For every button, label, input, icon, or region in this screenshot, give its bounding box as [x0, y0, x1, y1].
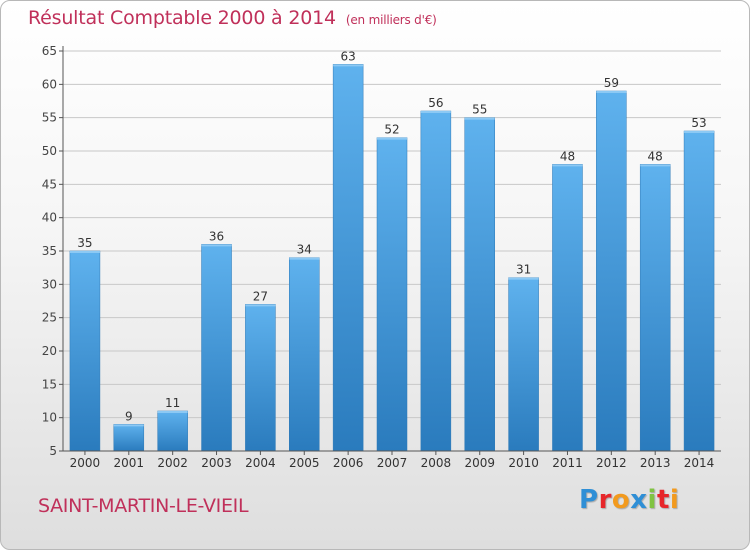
bar-highlight — [684, 131, 715, 133]
logo-letter: t — [656, 485, 670, 515]
bar — [201, 244, 232, 452]
y-tick-label: 10 — [42, 411, 57, 425]
bars — [69, 64, 715, 452]
x-tick-label: 2004 — [245, 456, 276, 470]
logo-letter: o — [611, 485, 631, 515]
bar — [596, 90, 627, 452]
bar-highlight — [464, 117, 495, 120]
chart-title-text: Résultat Comptable 2000 à 2014 — [28, 7, 336, 29]
bar-highlight — [201, 244, 232, 247]
y-tick-label: 35 — [42, 244, 57, 258]
bar — [69, 250, 101, 452]
x-tick-label: 2000 — [70, 456, 101, 470]
x-tick-label: 2009 — [464, 456, 495, 470]
bar — [464, 117, 495, 452]
proxiti-logo: Proxiti — [579, 485, 679, 515]
bar — [508, 277, 539, 452]
bar — [157, 410, 188, 452]
data-label: 53 — [691, 116, 706, 130]
y-tick-label: 20 — [42, 344, 57, 358]
y-tick-label: 40 — [42, 211, 57, 225]
data-label: 31 — [516, 263, 531, 277]
data-label: 34 — [297, 243, 312, 257]
bar-highlight — [508, 277, 539, 280]
bar — [683, 130, 715, 452]
logo-letter: P — [579, 485, 599, 515]
bar-highlight — [640, 164, 671, 167]
town-name: SAINT-MARTIN-LE-VIEIL — [38, 495, 249, 517]
y-tick-label: 45 — [42, 177, 57, 191]
bar — [420, 110, 452, 452]
x-tick-label: 2013 — [640, 456, 671, 470]
data-label: 55 — [472, 103, 487, 117]
bar-highlight — [552, 164, 583, 167]
bar-highlight — [113, 424, 144, 427]
x-tick-label: 2001 — [114, 456, 145, 470]
y-tick-label: 25 — [42, 311, 57, 325]
data-label: 27 — [253, 289, 268, 303]
data-labels: 35 9 11 36 27 34 63 52 56 55 31 48 59 48 53 — [77, 49, 706, 423]
y-tick-label: 30 — [42, 277, 57, 291]
data-label: 36 — [209, 229, 224, 243]
x-tick-label: 2003 — [201, 456, 232, 470]
bar-highlight — [420, 111, 451, 113]
data-label: 52 — [384, 123, 399, 137]
bar-highlight — [245, 304, 276, 307]
logo-letter: i — [669, 485, 680, 515]
data-label: 59 — [604, 76, 619, 90]
bar — [245, 304, 276, 452]
axes: 5 10 15 20 25 30 35 40 45 50 55 60 65 2000 2001 2002 200… — [42, 44, 721, 470]
logo-letter: x — [630, 485, 648, 515]
x-tick-label: 2010 — [508, 456, 539, 470]
x-tick-label: 2011 — [552, 456, 583, 470]
x-tick-label: 2005 — [289, 456, 320, 470]
logo-letter: r — [598, 485, 612, 515]
data-label: 48 — [560, 149, 575, 163]
data-label: 63 — [340, 49, 355, 63]
bar — [552, 164, 583, 452]
x-tick-label: 2012 — [596, 456, 627, 470]
x-tick-label: 2008 — [421, 456, 452, 470]
x-tick-label: 2002 — [157, 456, 188, 470]
y-tick-label: 50 — [42, 144, 57, 158]
bar-highlight — [377, 137, 407, 140]
bar-highlight — [69, 251, 100, 253]
bar — [639, 164, 671, 452]
y-tick-label: 65 — [42, 44, 57, 58]
x-tick-label: 2014 — [684, 456, 715, 470]
bar — [376, 137, 408, 452]
bar — [332, 64, 364, 452]
x-tick-label: 2007 — [377, 456, 408, 470]
chart-title: Résultat Comptable 2000 à 2014 (en millie… — [28, 7, 437, 29]
bar-highlight — [596, 91, 627, 93]
data-label: 35 — [77, 236, 92, 250]
data-label: 11 — [165, 396, 180, 410]
bar-highlight — [333, 64, 364, 67]
data-label: 9 — [125, 409, 133, 423]
y-tick-label: 55 — [42, 111, 57, 125]
y-tick-label: 60 — [42, 77, 57, 91]
bar — [289, 257, 320, 452]
logo-letter: i — [647, 485, 657, 515]
unit-note: (en milliers d'€) — [345, 13, 437, 27]
y-tick-label: 5 — [49, 444, 57, 458]
data-label: 48 — [648, 149, 663, 163]
bar-highlight — [157, 411, 188, 413]
data-label: 56 — [428, 96, 443, 110]
bar — [113, 424, 145, 452]
x-tick-label: 2006 — [333, 456, 364, 470]
y-tick-label: 15 — [42, 377, 57, 391]
bar-highlight — [289, 257, 320, 260]
